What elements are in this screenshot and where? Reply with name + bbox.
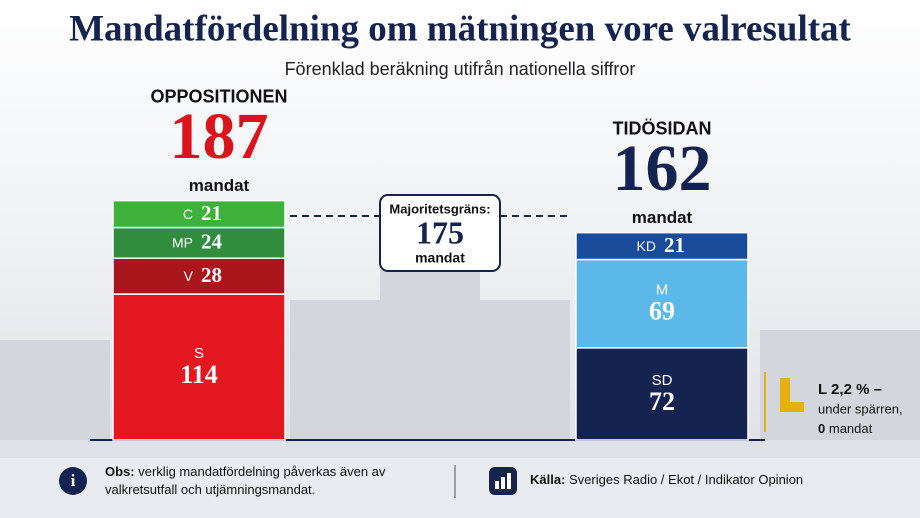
bar-segment — [112, 293, 286, 441]
annotation-seats: 0 mandat — [818, 421, 873, 436]
annotation-seat-count: 0 — [818, 421, 825, 436]
group-unit: mandat — [189, 176, 250, 195]
majority-label: Majoritetsgräns: — [389, 201, 490, 216]
bar-segment — [112, 226, 286, 259]
majority-value: 175 — [416, 214, 464, 250]
segment-name: S — [194, 345, 204, 362]
group-label: TIDÖSIDAN — [613, 118, 712, 138]
group-unit: mandat — [632, 208, 693, 227]
segment-name: KD — [637, 238, 656, 254]
segment-value: 69 — [649, 297, 675, 326]
l-logo — [780, 378, 804, 412]
note-label: Obs: — [105, 464, 135, 479]
segment-name: SD — [652, 372, 673, 389]
segment-name: C — [183, 206, 193, 222]
annotation-line: L 2,2 % – — [818, 381, 882, 398]
bar-segment — [575, 231, 749, 261]
segment-value: 24 — [201, 230, 223, 254]
source: Källa: Sveriges Radio / Ekot / Indikator… — [530, 472, 803, 487]
segment-value: 21 — [664, 233, 685, 257]
segment-value: 28 — [201, 263, 222, 287]
source-text: Sveriges Radio / Ekot / Indikator Opinio… — [569, 472, 803, 487]
info-icon-glyph: i — [71, 471, 76, 490]
segment-value: 114 — [180, 360, 218, 389]
source-label: Källa: — [530, 472, 565, 487]
bar-segment — [575, 347, 749, 441]
info-icon — [59, 467, 87, 495]
bar-segment — [112, 257, 286, 295]
chart-icon-bars — [495, 473, 511, 489]
group-total: 162 — [613, 132, 712, 205]
annotation-line: under spärren, — [818, 401, 903, 416]
note: Obs: verklig mandatfördelning påverkas ä… — [105, 464, 386, 497]
group-label: OPPOSITIONEN — [150, 86, 287, 106]
segment-name: M — [656, 282, 669, 299]
note-text: verklig mandatfördelning påverkas även a… — [138, 464, 386, 479]
title: Mandatfördelning om mätningen vore valre… — [69, 8, 851, 49]
segment-name: V — [184, 268, 194, 284]
segment-value: 21 — [201, 201, 222, 225]
majority-unit: mandat — [415, 250, 465, 266]
segment-name: MP — [172, 235, 193, 251]
footer-bg — [0, 458, 920, 518]
segment-value: 72 — [649, 387, 675, 416]
majority-box — [379, 194, 501, 272]
bar-segment — [112, 199, 286, 229]
bar-segment — [575, 258, 749, 349]
subtitle: Förenklad beräkning utifrån nationella s… — [285, 59, 636, 79]
note-text-cont: valkretsutfall och utjämningsmandat. — [105, 482, 315, 497]
annotation-unit: mandat — [829, 421, 873, 436]
group-total: 187 — [170, 100, 269, 173]
